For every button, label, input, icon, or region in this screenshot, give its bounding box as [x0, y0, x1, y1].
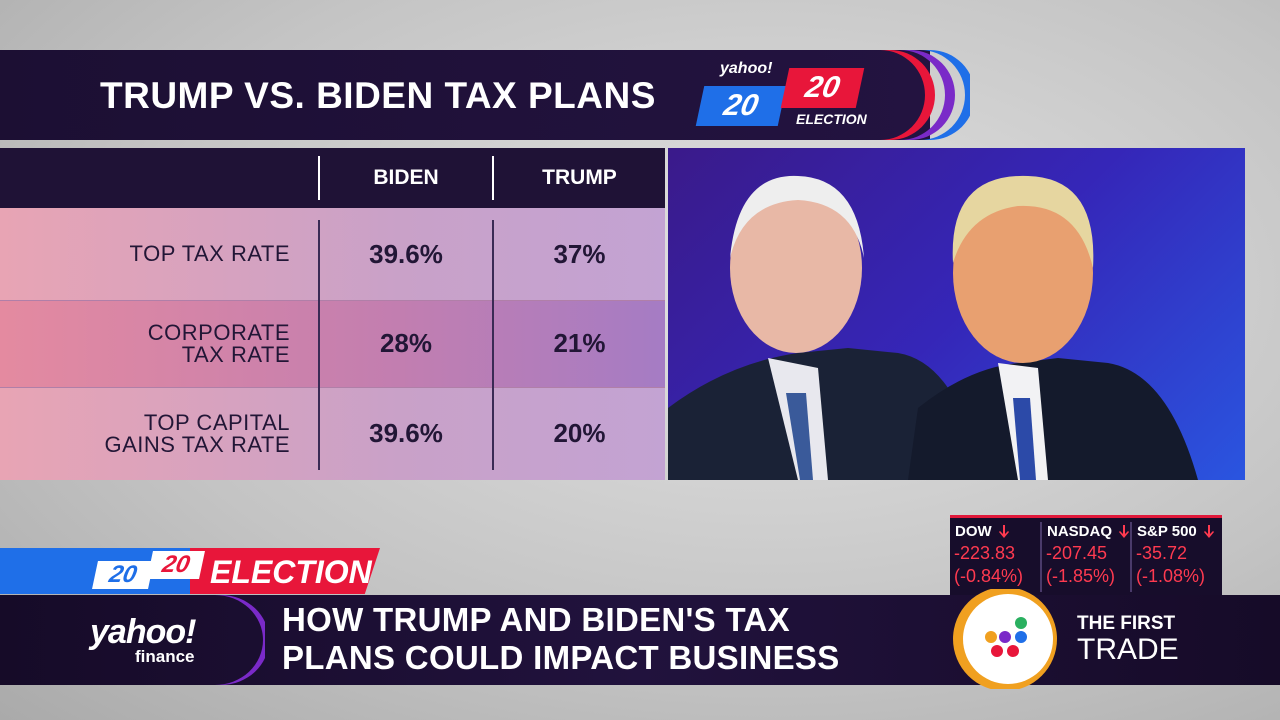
cell-value: 21%	[553, 328, 606, 358]
election-logo: yahoo! 20 20 ELECTION	[695, 58, 870, 138]
lower-third-bar: yahoo! finance HOW TRUMP AND BIDEN'S TAX…	[0, 589, 1280, 689]
row-divider	[0, 300, 665, 301]
down-arrow	[998, 525, 1009, 539]
ticker-change: -207.45	[1046, 543, 1108, 563]
headline-line: PLANS COULD IMPACT BUSINESS	[282, 639, 840, 676]
table-row	[0, 387, 665, 480]
table-row	[0, 208, 665, 300]
column-header: TRUMP	[542, 166, 617, 189]
column-divider	[492, 220, 494, 470]
row-label-line: CORPORATE	[147, 319, 290, 345]
column-divider	[492, 156, 494, 200]
ticker-item: DOW -223.83 (-0.84%)	[950, 522, 1038, 592]
column-divider	[318, 220, 320, 470]
market-ticker: DOW -223.83 (-0.84%) NASDAQ -207.45 (-1.85%) S…	[950, 515, 1222, 596]
logo-brand: yahoo!	[720, 60, 773, 77]
row-label: TOP CAPITAL GAINS TAX RATE	[104, 409, 290, 457]
table-row	[0, 300, 665, 387]
down-arrow	[1119, 525, 1130, 539]
ticker-item: S&P 500 -35.72 (-1.08%)	[1130, 522, 1220, 592]
ticker-percent: (-0.84%)	[954, 566, 1024, 586]
cell-value: 28%	[379, 328, 433, 358]
row-label-line: TAX RATE	[181, 341, 290, 367]
ticker-name: DOW	[950, 522, 1038, 542]
brand-arc	[215, 595, 265, 685]
title: TRUMP VS. BIDEN TAX PLANS	[100, 75, 656, 116]
tax-table: BIDEN TRUMP TOP TAX RATE 39.6% 37% CORPORATE T…	[0, 148, 665, 480]
table-header	[0, 148, 665, 208]
ticker-change: -223.83	[954, 543, 1016, 563]
show-logo	[953, 589, 1057, 689]
logo-year-right: 20	[780, 68, 865, 108]
tag-label: ELECTION	[210, 554, 372, 590]
ticker-percent: (-1.85%)	[1046, 566, 1116, 586]
headline-line: HOW TRUMP AND BIDEN'S TAX	[282, 601, 790, 638]
brand-sub: finance	[135, 647, 195, 666]
row-label-line: GAINS TAX RATE	[104, 431, 290, 457]
candidates-photo	[668, 148, 1245, 480]
ticker-name: S&P 500	[1132, 522, 1220, 542]
column-divider	[318, 156, 320, 200]
tag-year-left: 20	[92, 561, 154, 589]
logo-year-left: 20	[695, 86, 787, 126]
ticker-change: -35.72	[1136, 543, 1188, 563]
ticker-item: NASDAQ -207.45 (-1.85%)	[1040, 522, 1130, 592]
cell-value: 37%	[553, 239, 606, 269]
cell-value: 39.6%	[369, 239, 443, 269]
ticker-name: NASDAQ	[1042, 522, 1130, 542]
election-tag: 20 20 ELECTION	[0, 548, 380, 594]
cell-value: 39.6%	[369, 418, 443, 448]
show-name-bottom: TRADE	[1077, 633, 1179, 666]
ticker-percent: (-1.08%)	[1136, 566, 1206, 586]
cell-value: 20%	[553, 418, 606, 448]
row-label-line: TOP CAPITAL	[143, 409, 290, 435]
header-swoosh	[880, 50, 970, 140]
row-divider	[0, 387, 665, 388]
photo-illustration	[668, 175, 1198, 480]
column-header: BIDEN	[373, 166, 439, 189]
header-bar: TRUMP VS. BIDEN TAX PLANS yahoo! 20 20 E…	[0, 50, 930, 140]
row-label: CORPORATE TAX RATE	[147, 319, 290, 367]
show-name-top: THE FIRST	[1077, 613, 1176, 634]
headline: HOW TRUMP AND BIDEN'S TAX PLANS COULD IMP…	[282, 601, 840, 677]
row-label-line: TOP TAX RATE	[129, 241, 290, 266]
row-label: TOP TAX RATE	[130, 243, 290, 265]
tag-year-right: 20	[147, 551, 205, 579]
down-arrow	[1203, 525, 1214, 539]
logo-label: ELECTION	[796, 111, 867, 127]
brand-name: yahoo!	[90, 613, 196, 651]
